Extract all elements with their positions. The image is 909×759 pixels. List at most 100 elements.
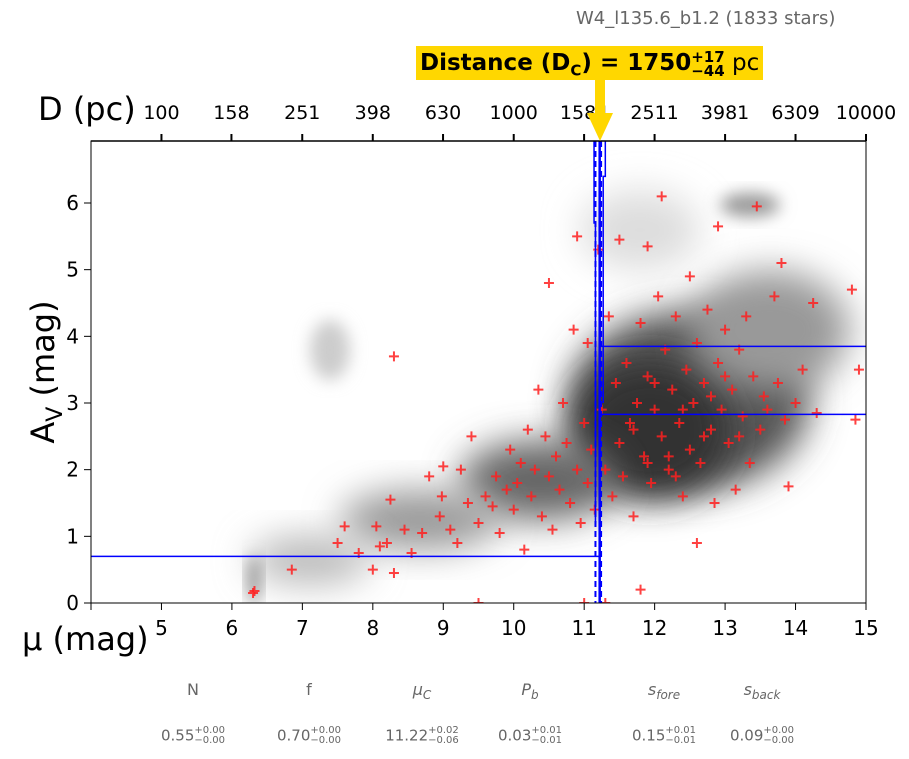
top-tick-label: 398: [355, 102, 391, 124]
top-tick-label: 100: [143, 102, 179, 124]
data-point: [628, 511, 639, 522]
param-value: 0.70 +0.00 −0.00: [276, 725, 342, 746]
data-point: [568, 324, 579, 335]
y-tick-label: 0: [66, 591, 79, 615]
top-tick-label: 10000: [836, 102, 896, 124]
data-point: [572, 464, 583, 475]
x-tick-label: 11: [571, 616, 596, 640]
data-point: [565, 498, 576, 508]
data-point: [706, 424, 716, 435]
data-point: [491, 471, 502, 482]
data-point: [424, 471, 435, 482]
y-tick-label: 5: [66, 258, 79, 282]
data-point: [713, 358, 724, 368]
data-point: [466, 431, 477, 442]
distance-label: Distance (DC) = 1750 +17 −44 pc: [416, 46, 764, 80]
param-value: 0.15 +0.01 −0.01: [631, 725, 697, 746]
param-label: Pb: [521, 680, 539, 703]
y-tick-label: 6: [66, 191, 79, 215]
data-point: [582, 338, 593, 348]
data-point: [399, 524, 410, 535]
data-point: [681, 364, 692, 375]
data-point: [621, 358, 632, 368]
data-point: [667, 384, 678, 395]
top-tick-label: 3981: [701, 102, 749, 124]
data-point: [744, 458, 755, 468]
data-point: [473, 598, 484, 603]
data-point: [730, 484, 741, 495]
data-point: [797, 364, 808, 375]
data-point: [614, 234, 625, 245]
data-point: [713, 221, 724, 232]
data-point: [639, 451, 650, 462]
data-point: [617, 471, 628, 482]
data-point: [600, 464, 611, 475]
y-axis-label: AV (mag): [24, 300, 68, 443]
data-point: [632, 398, 643, 408]
data-point: [779, 414, 790, 425]
data-point: [688, 398, 699, 408]
data-point: [249, 586, 260, 596]
data-point: [772, 378, 783, 388]
data-point: [607, 491, 618, 502]
data-point: [698, 378, 709, 388]
data-point: [582, 478, 593, 488]
data-point: [649, 378, 660, 388]
top-tick-label: 2511: [630, 102, 678, 124]
top-tick-label: 1000: [490, 102, 538, 124]
data-point: [642, 371, 653, 382]
data-point: [551, 451, 561, 462]
data-point: [635, 584, 646, 595]
data-point: [505, 444, 516, 455]
param-value: 0.03 +0.01 −0.01: [497, 725, 563, 746]
data-point: [811, 408, 822, 418]
data-point: [614, 438, 625, 448]
data-point: [769, 291, 780, 302]
data-point: [248, 588, 259, 598]
data-point: [575, 518, 586, 528]
data-point: [783, 481, 794, 492]
data-point: [512, 478, 523, 488]
y-tick-label: 2: [66, 458, 79, 482]
data-point: [381, 538, 392, 548]
data-point: [445, 524, 456, 535]
data-point: [846, 284, 857, 295]
posterior-histogram: [593, 141, 607, 523]
top-axis-label: D (pc): [38, 90, 136, 128]
x-tick-label: 6: [226, 616, 239, 640]
data-point: [603, 311, 614, 322]
data-point: [684, 444, 695, 455]
data-point: [853, 364, 864, 375]
distance-arrow-icon: [587, 113, 613, 141]
data-point: [367, 564, 378, 575]
x-tick-label: 8: [366, 616, 379, 640]
data-point: [452, 538, 463, 548]
y-tick-label: 3: [66, 391, 79, 415]
data-point: [677, 404, 688, 415]
data-point: [610, 378, 621, 388]
data-point: [515, 458, 526, 468]
data-point: [706, 391, 716, 402]
distance-arrow-stem: [595, 80, 605, 113]
data-point: [702, 304, 713, 315]
x-tick-label: 15: [853, 616, 878, 640]
data-point: [434, 511, 445, 522]
data-point: [462, 498, 473, 508]
data-point: [663, 464, 674, 475]
data-point: [371, 521, 382, 532]
param-label: μC: [412, 680, 432, 703]
data-point: [494, 528, 505, 538]
data-point: [628, 424, 639, 435]
data-point: [723, 438, 734, 448]
data-point: [758, 391, 769, 402]
x-tick-label: 12: [642, 616, 667, 640]
data-point: [748, 371, 759, 382]
y-tick-label: 1: [66, 524, 79, 548]
data-point: [698, 431, 709, 442]
data-point: [529, 464, 540, 475]
data-point: [691, 538, 702, 548]
x-tick-label: 9: [437, 616, 450, 640]
data-point: [635, 318, 646, 328]
data-point: [339, 521, 350, 532]
